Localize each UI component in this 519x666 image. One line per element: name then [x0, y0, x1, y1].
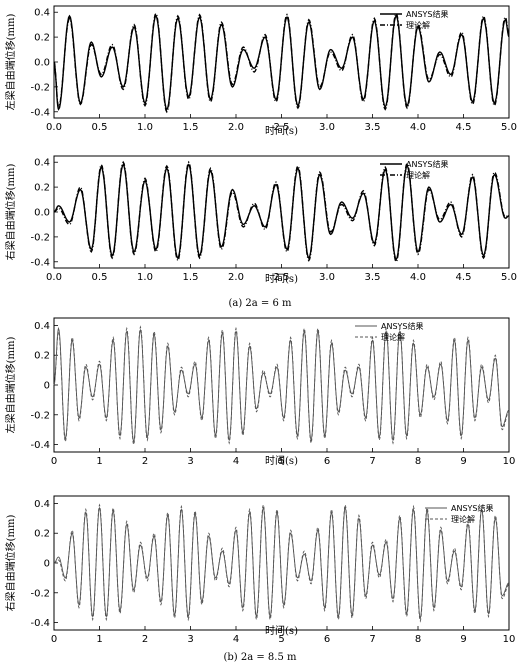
chart-2-y-tick-label: -0.4	[30, 257, 50, 268]
chart-3-x-tick-label: 1	[96, 456, 102, 467]
chart-1-x-tick-label: 5.0	[501, 122, 517, 133]
chart-1-series-ansys-line	[53, 14, 510, 111]
chart-4-legend-label-ansys: ANSYS结果	[451, 503, 494, 513]
chart-1-legend-label-theory: 理论解	[406, 20, 430, 30]
chart-4-x-tick-label: 3	[187, 634, 193, 645]
chart-1-y-axis-label: 左梁自由端位移(mm)	[4, 14, 17, 111]
chart-2-x-axis-label: 时间(s)	[265, 272, 298, 285]
chart-1-x-tick-label: 1.0	[137, 122, 153, 133]
chart-4-y-tick-label: 0.4	[34, 499, 50, 510]
chart-4-x-tick-label: 5	[278, 634, 284, 645]
chart-3-y-tick-label: 0.2	[34, 351, 50, 362]
chart-3-legend-label-theory: 理论解	[381, 332, 405, 342]
chart-1-x-tick-label: 3.5	[365, 122, 381, 133]
chart-2-x-tick-label: 2.0	[228, 272, 244, 283]
chart-2-x-tick-label: 0.5	[92, 272, 108, 283]
chart-2-x-tick-label: 1.0	[137, 272, 153, 283]
chart-1-x-tick-label: 1.5	[183, 122, 199, 133]
caption-a: (a) 2a = 6 m	[228, 298, 292, 309]
chart-3-y-tick-label: 0	[44, 381, 50, 392]
chart-2-x-tick-label: 5.0	[501, 272, 517, 283]
chart-3-y-tick-label: -0.2	[30, 410, 50, 421]
chart-1-legend-label-ansys: ANSYS结果	[406, 9, 449, 19]
chart-4-x-tick-label: 4	[233, 634, 239, 645]
chart-3-x-axis-label: 时间(s)	[265, 454, 298, 467]
chart-2-x-tick-label: 4.0	[410, 272, 426, 283]
chart-1-y-tick-label: -0.2	[30, 82, 50, 93]
chart-3-y-tick-label: -0.4	[30, 440, 50, 451]
chart-2-y-tick-label: 0.0	[34, 208, 50, 219]
chart-4-series-theory-line	[53, 503, 510, 623]
chart-4-x-tick-label: 0	[51, 634, 57, 645]
chart-4-x-tick-label: 1	[96, 634, 102, 645]
chart-2-legend-label-theory: 理论解	[406, 170, 430, 180]
chart-3-y-axis-label: 左梁自由端位移(mm)	[4, 337, 17, 434]
chart-2-y-tick-label: -0.2	[30, 232, 50, 243]
chart-3-x-tick-label: 5	[278, 456, 284, 467]
chart-4-y-tick-label: 0	[44, 559, 50, 570]
chart-1-x-tick-label: 0.0	[46, 122, 62, 133]
chart-1-x-tick-label: 3.0	[319, 122, 335, 133]
chart-4-x-tick-label: 7	[369, 634, 375, 645]
chart-1-y-tick-label: -0.4	[30, 107, 50, 118]
chart-1-x-tick-label: 4.0	[410, 122, 426, 133]
chart-1-x-tick-label: 2.0	[228, 122, 244, 133]
chart-2-x-tick-label: 2.5	[274, 272, 290, 283]
chart-1-x-tick-label: 0.5	[92, 122, 108, 133]
chart-4-plot-frame	[53, 495, 510, 631]
chart-1-x-tick-label: 2.5	[274, 122, 290, 133]
chart-2-x-tick-label: 4.5	[456, 272, 472, 283]
chart-1-x-tick-label: 4.5	[456, 122, 472, 133]
chart-4-y-tick-label: 0.2	[34, 529, 50, 540]
chart-3-y-tick-label: 0.4	[34, 321, 50, 332]
chart-2-series-theory-line	[53, 160, 509, 264]
chart-4-x-tick-label: 9	[460, 634, 466, 645]
chart-3-x-tick-label: 0	[51, 456, 57, 467]
chart-3-x-tick-label: 10	[503, 456, 516, 467]
chart-3-series-theory-line	[53, 325, 510, 447]
chart-1-x-axis-label: 时间(s)	[265, 124, 298, 137]
chart-1-y-tick-label: 0.2	[34, 33, 50, 44]
chart-2-x-tick-label: 1.5	[183, 272, 199, 283]
chart-4-x-tick-label: 6	[324, 634, 330, 645]
chart-4-y-tick-label: -0.4	[30, 618, 50, 629]
chart-3-x-tick-label: 4	[233, 456, 239, 467]
chart-2-y-tick-label: 0.2	[34, 183, 50, 194]
chart-3-x-tick-label: 2	[142, 456, 148, 467]
chart-2-x-tick-label: 3.0	[319, 272, 335, 283]
chart-3-plot-frame	[53, 317, 510, 453]
chart-3-x-tick-label: 9	[460, 456, 466, 467]
chart-1-y-tick-label: 0.4	[34, 8, 50, 19]
chart-3-x-tick-label: 8	[415, 456, 421, 467]
chart-4-x-tick-label: 2	[142, 634, 148, 645]
chart-4-x-tick-label: 8	[415, 634, 421, 645]
chart-3-series-ansys-line	[53, 326, 510, 444]
chart-3-x-tick-label: 3	[187, 456, 193, 467]
chart-4-y-tick-label: -0.2	[30, 588, 50, 599]
chart-4-series-ansys-line	[53, 506, 510, 620]
chart-1-series-theory-line	[53, 12, 510, 114]
chart-3-x-tick-label: 6	[324, 456, 330, 467]
chart-2-y-axis-label: 右梁自由端位移(mm)	[4, 164, 17, 261]
chart-3-x-tick-label: 7	[369, 456, 375, 467]
chart-2-series-ansys-line	[53, 163, 510, 261]
chart-2-x-tick-label: 3.5	[365, 272, 381, 283]
chart-4-legend-label-theory: 理论解	[451, 514, 475, 524]
chart-3-legend-label-ansys: ANSYS结果	[381, 321, 424, 331]
chart-1-y-tick-label: 0.0	[34, 58, 50, 69]
chart-4-y-axis-label: 右梁自由端位移(mm)	[4, 515, 17, 612]
chart-2-x-tick-label: 0.0	[46, 272, 62, 283]
chart-2-y-tick-label: 0.4	[34, 158, 50, 169]
chart-4-x-tick-label: 10	[503, 634, 516, 645]
chart-4-x-axis-label: 时间(s)	[265, 624, 298, 637]
chart-2-legend-label-ansys: ANSYS结果	[406, 159, 449, 169]
caption-b: (b) 2a = 8.5 m	[223, 652, 297, 663]
